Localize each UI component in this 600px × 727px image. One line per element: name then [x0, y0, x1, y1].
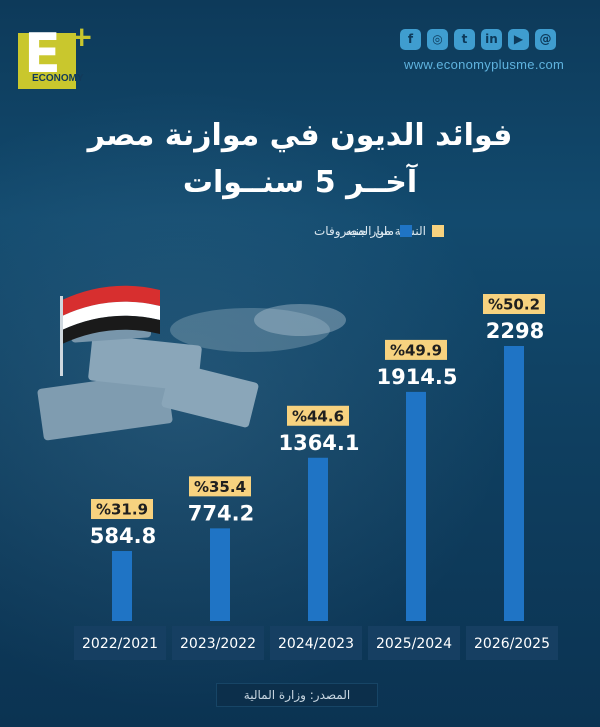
source-label: المصدر: وزارة المالية: [243, 688, 351, 702]
percent-label: %50.2: [488, 296, 540, 314]
category-label: 2025/2024: [376, 636, 452, 652]
value-label: 1364.1: [278, 431, 359, 455]
category-box: [466, 626, 558, 660]
page-title: فوائد الديون في موازنة مصر: [87, 118, 513, 153]
bar-2025-2024: [406, 391, 426, 621]
twitter-icon[interactable]: t: [454, 29, 475, 50]
value-label: 2298: [486, 319, 544, 343]
category-label: 2026/2025: [474, 636, 550, 652]
category-label: 2022/2021: [82, 636, 158, 652]
category-box: [172, 626, 264, 660]
category-box: [368, 626, 460, 660]
social-icons: f ◎ t in ▶ @: [400, 29, 556, 50]
percent-badge: [189, 476, 251, 497]
category-box: [270, 626, 362, 660]
legend-swatch-values: [400, 225, 412, 237]
legend-values: مليار جنيه: [346, 224, 412, 238]
legend-percent: النسبة من المصروفات: [314, 224, 445, 238]
linkedin-icon[interactable]: in: [481, 29, 502, 50]
money-flag-illustration: [37, 285, 346, 441]
logo-word: ECONOMY: [32, 73, 84, 84]
legend-label-percent: النسبة من المصروفات: [314, 224, 427, 238]
bar-2023-2022: [210, 528, 230, 621]
source-box: المصدر: وزارة المالية: [216, 683, 378, 707]
instagram-icon[interactable]: ◎: [427, 29, 448, 50]
percent-badge: [287, 405, 349, 426]
value-label: 584.8: [90, 524, 156, 548]
percent-label: %31.9: [96, 501, 148, 519]
logo-letter: E: [24, 22, 61, 85]
bar-2024-2023: [308, 457, 328, 621]
percent-badge: [91, 499, 153, 520]
percent-label: %35.4: [194, 478, 246, 496]
legend-label-values: مليار جنيه: [345, 224, 394, 238]
percent-badge: [385, 339, 447, 360]
page-subtitle: آخــر 5 سنــوات: [182, 165, 418, 200]
bar-2022-2021: [112, 551, 132, 621]
category-box: [74, 626, 166, 660]
economy-plus-logo[interactable]: E + ECONOMY: [18, 23, 93, 91]
threads-icon[interactable]: @: [535, 29, 556, 50]
bars: 584.8 %31.9 2022/2021 774.2 %35.4 2023/2022 13…: [74, 294, 558, 660]
percent-label: %44.6: [292, 407, 344, 425]
legend-swatch-percent: [432, 225, 445, 237]
website-link[interactable]: www.economyplusme.com: [404, 57, 565, 72]
facebook-icon[interactable]: f: [400, 29, 421, 50]
category-label: 2024/2023: [278, 636, 354, 652]
percent-label: %49.9: [390, 341, 442, 359]
value-label: 1914.5: [376, 365, 457, 389]
logo-plus: +: [70, 20, 94, 53]
value-label: 774.2: [188, 501, 254, 525]
bar-2026-2025: [504, 346, 524, 621]
youtube-icon[interactable]: ▶: [508, 29, 529, 50]
percent-badge: [483, 294, 545, 314]
logo-box: E: [18, 27, 76, 89]
category-label: 2023/2022: [180, 636, 256, 652]
